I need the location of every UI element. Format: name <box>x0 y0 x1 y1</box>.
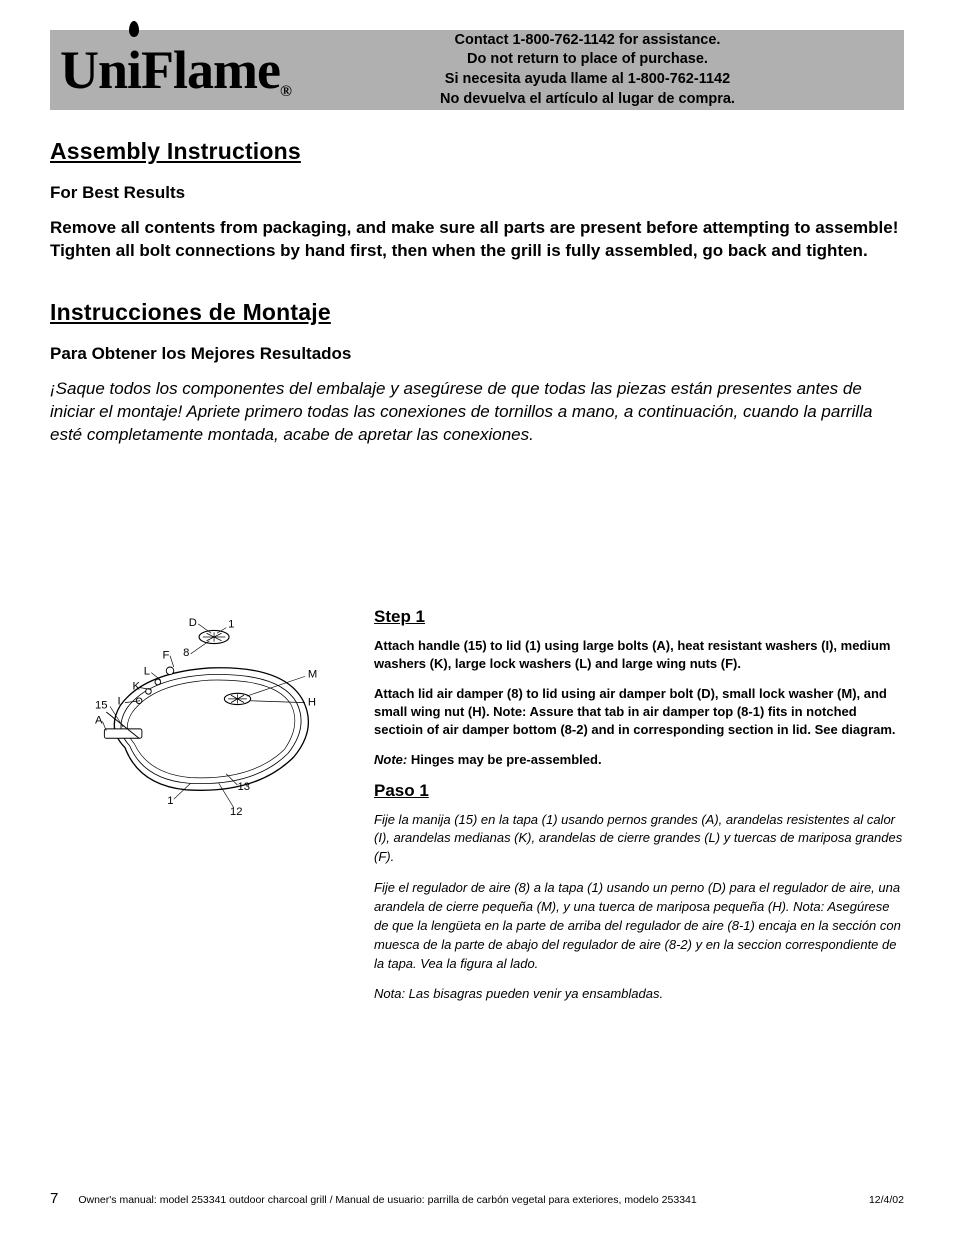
contact-line-1: Contact 1-800-762-1142 for assistance. <box>291 31 884 51</box>
footer-text: Owner's manual: model 253341 outdoor cha… <box>78 1194 849 1206</box>
step-1-p2-en: Attach lid air damper (8) to lid using a… <box>374 685 904 740</box>
logo-part-3: Flame <box>141 39 280 101</box>
diagram-label-L: L <box>144 665 150 677</box>
logo-part-1: Un <box>60 39 127 101</box>
step-1-p1-en: Attach handle (15) to lid (1) using larg… <box>374 637 904 673</box>
diagram-label-D: D <box>189 616 197 628</box>
step-1-note-label-en: Note: <box>374 752 407 767</box>
best-results-subhead-es: Para Obtener los Mejores Resultados <box>50 344 904 364</box>
diagram-label-1: 1 <box>167 795 173 807</box>
diagram-label-M: M <box>308 668 317 680</box>
assembly-instructions-title-en: Assembly Instructions <box>50 138 904 165</box>
step-1-text: Step 1 Attach handle (15) to lid (1) usi… <box>374 607 904 1017</box>
step-1-row: D 1 8 F L K I 15 A M H 13 1 12 Step 1 At… <box>50 607 904 1017</box>
brand-logo: UniFlame® <box>50 39 291 101</box>
contact-line-4: No devuelva el artículo al lugar de comp… <box>291 90 884 110</box>
diagram-label-13: 13 <box>238 781 251 793</box>
step-1-title-es: Paso 1 <box>374 781 904 801</box>
contact-line-2: Do not return to place of purchase. <box>291 50 884 70</box>
best-results-body-en: Remove all contents from packaging, and … <box>50 217 904 263</box>
step-1-title-en: Step 1 <box>374 607 904 627</box>
step-1-diagram: D 1 8 F L K I 15 A M H 13 1 12 <box>50 607 350 1017</box>
logo-flame-i: i <box>127 39 141 101</box>
diagram-label-A: A <box>95 714 103 726</box>
step-1-p2-es: Fije el regulador de aire (8) a la tapa … <box>374 879 904 973</box>
best-results-body-es: ¡Saque todos los componentes del embalaj… <box>50 378 904 447</box>
lid-assembly-diagram: D 1 8 F L K I 15 A M H 13 1 12 <box>50 607 350 832</box>
diagram-label-1-top: 1 <box>228 618 234 630</box>
diagram-label-H: H <box>308 696 316 708</box>
step-1-note-es: Nota: Las bisagras pueden venir ya ensam… <box>374 985 904 1004</box>
page-number: 7 <box>50 1190 58 1207</box>
diagram-label-15: 15 <box>95 699 108 711</box>
step-1-note-text-en: Hinges may be pre-assembled. <box>407 752 601 767</box>
contact-info: Contact 1-800-762-1142 for assistance. D… <box>291 31 904 109</box>
contact-line-3: Si necesita ayuda llame al 1-800-762-114… <box>291 70 884 90</box>
step-1-p1-es: Fije la manija (15) en la tapa (1) usand… <box>374 811 904 868</box>
diagram-label-8: 8 <box>183 646 189 658</box>
diagram-label-I: I <box>118 695 121 707</box>
diagram-label-F: F <box>163 649 170 661</box>
diagram-label-K: K <box>133 680 141 692</box>
assembly-instructions-title-es: Instrucciones de Montaje <box>50 299 904 326</box>
logo-registered: ® <box>280 83 291 101</box>
diagram-label-12: 12 <box>230 806 243 818</box>
header-bar: UniFlame® Contact 1-800-762-1142 for ass… <box>50 30 904 110</box>
footer-date: 12/4/02 <box>869 1194 904 1206</box>
page-footer: 7 Owner's manual: model 253341 outdoor c… <box>50 1190 904 1207</box>
step-1-note-en: Note: Hinges may be pre-assembled. <box>374 752 904 767</box>
best-results-subhead-en: For Best Results <box>50 183 904 203</box>
